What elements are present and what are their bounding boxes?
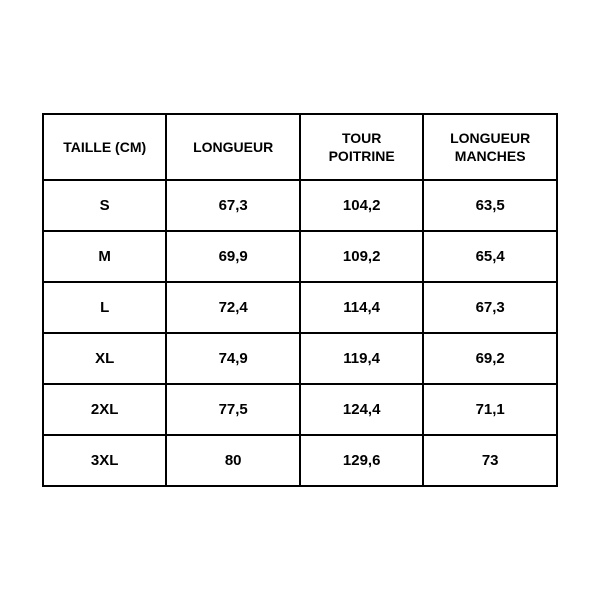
cell-poitrine: 109,2: [300, 231, 423, 282]
cell-manches: 73: [423, 435, 557, 486]
cell-poitrine: 119,4: [300, 333, 423, 384]
cell-poitrine: 104,2: [300, 180, 423, 231]
table-header: TAILLE (CM) LONGUEUR TOUR POITRINE LONGU…: [43, 114, 557, 180]
cell-poitrine: 124,4: [300, 384, 423, 435]
table-header-row: TAILLE (CM) LONGUEUR TOUR POITRINE LONGU…: [43, 114, 557, 180]
table-row: XL 74,9 119,4 69,2: [43, 333, 557, 384]
cell-longueur: 67,3: [166, 180, 300, 231]
table-row: 2XL 77,5 124,4 71,1: [43, 384, 557, 435]
cell-size: S: [43, 180, 166, 231]
header-longueur: LONGUEUR: [166, 114, 300, 180]
cell-manches: 67,3: [423, 282, 557, 333]
cell-poitrine: 114,4: [300, 282, 423, 333]
table-row: 3XL 80 129,6 73: [43, 435, 557, 486]
cell-manches: 71,1: [423, 384, 557, 435]
header-tour-poitrine: TOUR POITRINE: [300, 114, 423, 180]
cell-longueur: 80: [166, 435, 300, 486]
cell-size: L: [43, 282, 166, 333]
table-row: S 67,3 104,2 63,5: [43, 180, 557, 231]
size-chart-table: TAILLE (CM) LONGUEUR TOUR POITRINE LONGU…: [42, 113, 558, 487]
cell-size: 3XL: [43, 435, 166, 486]
table-row: M 69,9 109,2 65,4: [43, 231, 557, 282]
cell-size: XL: [43, 333, 166, 384]
cell-manches: 63,5: [423, 180, 557, 231]
cell-size: 2XL: [43, 384, 166, 435]
table-row: L 72,4 114,4 67,3: [43, 282, 557, 333]
table-body: S 67,3 104,2 63,5 M 69,9 109,2 65,4 L 72…: [43, 180, 557, 486]
cell-manches: 69,2: [423, 333, 557, 384]
cell-longueur: 77,5: [166, 384, 300, 435]
cell-manches: 65,4: [423, 231, 557, 282]
cell-longueur: 74,9: [166, 333, 300, 384]
cell-size: M: [43, 231, 166, 282]
header-longueur-manches: LONGUEUR MANCHES: [423, 114, 557, 180]
size-chart-container: TAILLE (CM) LONGUEUR TOUR POITRINE LONGU…: [2, 73, 598, 527]
header-taille: TAILLE (CM): [43, 114, 166, 180]
cell-poitrine: 129,6: [300, 435, 423, 486]
cell-longueur: 72,4: [166, 282, 300, 333]
cell-longueur: 69,9: [166, 231, 300, 282]
